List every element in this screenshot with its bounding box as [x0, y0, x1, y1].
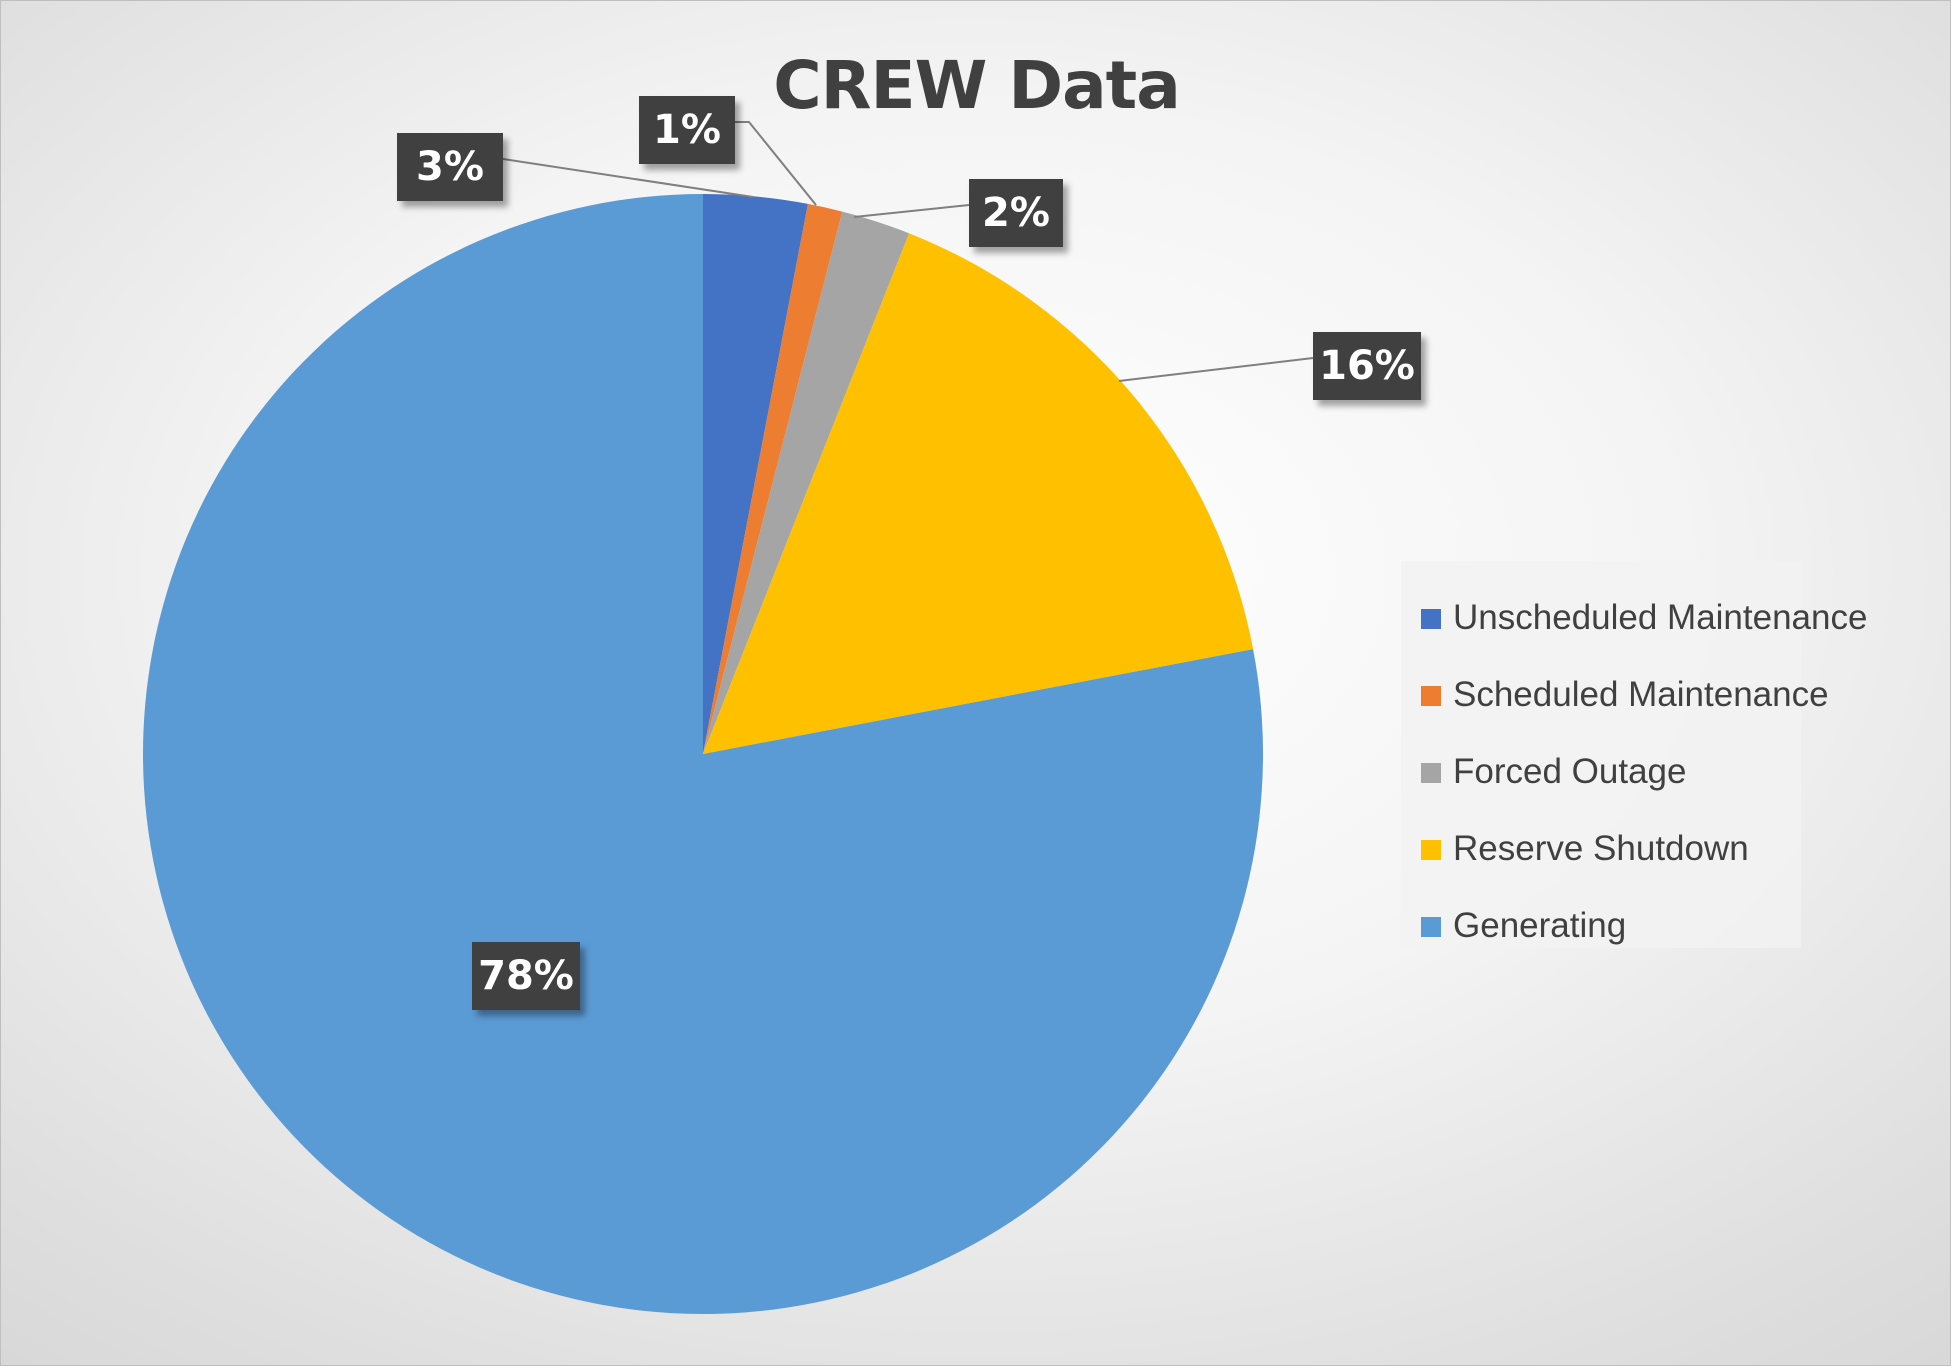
legend-swatch: [1421, 763, 1441, 783]
legend-label: Forced Outage: [1453, 752, 1687, 791]
leader-line-scheduled-maintenance: [735, 121, 817, 206]
legend: Unscheduled Maintenance Scheduled Mainten…: [1401, 561, 1867, 948]
pie-slice-reserve-shutdown: [703, 233, 1254, 754]
data-label-unscheduled-maintenance: 3%: [397, 133, 503, 201]
legend-label: Scheduled Maintenance: [1453, 675, 1829, 714]
legend-label: Unscheduled Maintenance: [1453, 598, 1868, 637]
leader-line-reserve-shutdown: [1118, 357, 1314, 382]
legend-swatch: [1421, 917, 1441, 937]
chart-title: CREW Data: [773, 47, 1181, 124]
legend-swatch: [1421, 686, 1441, 706]
legend-swatch: [1421, 609, 1441, 629]
legend-label: Reserve Shutdown: [1453, 829, 1749, 868]
data-label-scheduled-maintenance: 1%: [639, 96, 735, 164]
pie-slice-forced-outage: [703, 211, 910, 754]
leader-line-unscheduled-maintenance: [502, 158, 754, 198]
pie-slice-unscheduled-maintenance: [703, 194, 808, 754]
data-label-generating: 78%: [472, 942, 580, 1010]
legend-label: Generating: [1453, 906, 1627, 945]
pie-slice-scheduled-maintenance: [703, 203, 843, 755]
data-label-forced-outage: 2%: [969, 179, 1063, 247]
leader-line-forced-outage: [853, 204, 970, 218]
pie-slice-generating: [142, 194, 1263, 1314]
legend-swatch: [1421, 840, 1441, 860]
data-label-reserve-shutdown: 16%: [1313, 332, 1421, 400]
